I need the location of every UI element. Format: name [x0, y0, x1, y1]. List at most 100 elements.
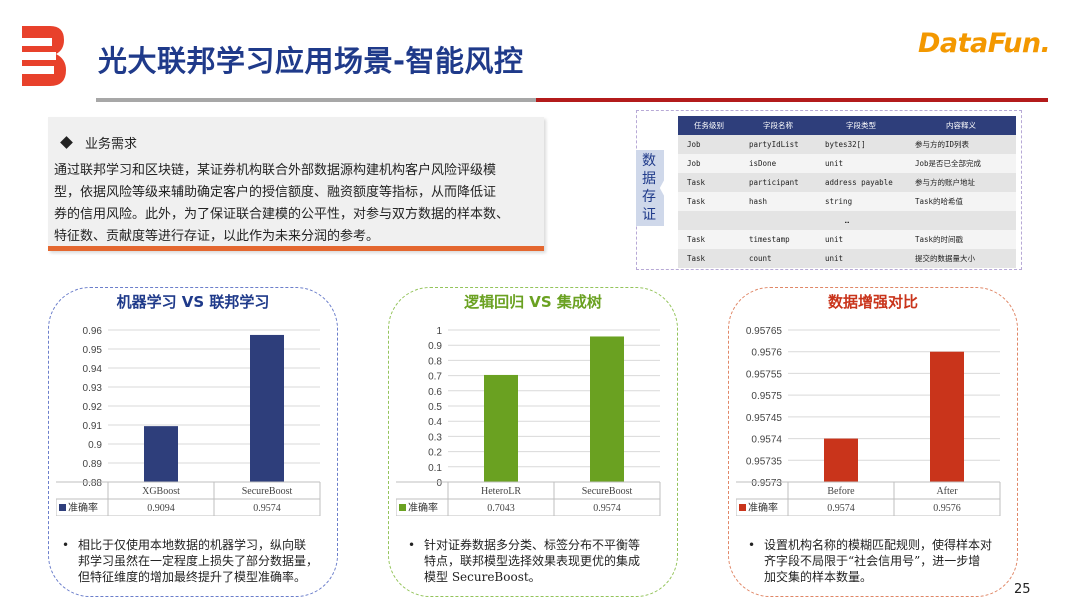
table-row: … [678, 211, 1016, 230]
requirements-line: 特征数、贡献度等进行存证，以此作为未来分润的参考。 [54, 229, 380, 244]
table-row: Task hash string Task的哈希值 [678, 192, 1016, 211]
bullet-dot-icon: • [408, 538, 416, 552]
data-table-value: 0.9094 [147, 503, 175, 514]
x-category-label: XGBoost [142, 486, 180, 497]
requirements-accent-bar [48, 246, 544, 251]
table-cell: unit [816, 249, 906, 268]
chart-panel-ml-vs-fl [48, 287, 338, 597]
table-cell: participant [740, 173, 816, 192]
y-tick-label: 0.94 [83, 364, 103, 375]
legend-label: 准确率 [408, 501, 438, 514]
bullet-dot-icon: • [62, 538, 70, 552]
y-tick-label: 0.9576 [751, 348, 782, 359]
page-title: 光大联邦学习应用场景-智能风控 [98, 44, 524, 78]
bullet-dot-icon: • [748, 538, 756, 552]
table-header-row: 任务级别 字段名称 字段类型 内容释义 [678, 116, 1016, 135]
y-tick-label: 0.5 [428, 402, 442, 413]
table-cell: partyIdList [740, 135, 816, 154]
data-table-value: 0.9576 [933, 503, 961, 514]
note-line: 模型 SecureBoost。 [424, 570, 541, 584]
table-cell: 提交的数据量大小 [906, 249, 1016, 268]
bar [930, 351, 964, 482]
datafun-logo: DataFun. [918, 28, 1051, 59]
x-category-label: After [936, 486, 958, 497]
chart-title: 逻辑回归 VS 集成树 [464, 293, 602, 311]
bar [250, 334, 284, 482]
table-cell: isDone [740, 154, 816, 173]
table-cell: Task的时间戳 [906, 230, 1016, 249]
y-tick-label: 0.95745 [746, 413, 783, 424]
storage-label-char: 数 [642, 153, 656, 169]
requirements-line: 通过联邦学习和区块链，某证券机构联合外部数据源构建机构客户风险评级模 [54, 163, 497, 178]
note-line: 针对证券数据多分类、标签分布不平衡等 [424, 538, 641, 552]
storage-label-char: 证 [642, 207, 656, 223]
x-category-label: SecureBoost [582, 486, 633, 497]
note-line: 齐字段不局限于“社会信用号”，进一步增 [764, 554, 981, 568]
y-tick-label: 0.1 [428, 463, 442, 474]
bar [484, 374, 518, 482]
y-tick-label: 0 [436, 478, 442, 489]
y-tick-label: 0.89 [83, 459, 103, 470]
table-cell: string [816, 192, 906, 211]
chart-title: 数据增强对比 [827, 293, 918, 311]
table-cell: 参与方的账户地址 [906, 173, 1016, 192]
table-cell: Job [678, 135, 740, 154]
x-category-label: HeteroLR [481, 486, 521, 497]
table-ellipsis-cell: … [678, 211, 1016, 230]
legend-swatch [739, 504, 746, 511]
x-category-label: SecureBoost [242, 486, 293, 497]
y-tick-label: 0.9573 [751, 478, 782, 489]
table-cell: timestamp [740, 230, 816, 249]
table-header: 字段名称 [740, 116, 816, 135]
header-divider-red [536, 98, 1048, 102]
chart-panel-data-augmentation [728, 287, 1018, 597]
company-logo-icon [22, 26, 66, 86]
legend-swatch [59, 504, 66, 511]
bar-chart-lr-vs-tree: 1 0.9 0.8 0.7 0.6 0.5 0.4 0.3 0.2 0.1 0 HeteroLR 0.7… [396, 326, 661, 516]
y-tick-label: 0.2 [428, 448, 442, 459]
table-cell: unit [816, 154, 906, 173]
table-cell: Job [678, 154, 740, 173]
table-cell: Task [678, 173, 740, 192]
y-tick-label: 1 [436, 326, 442, 337]
table-cell: Task的哈希值 [906, 192, 1016, 211]
y-tick-label: 0.95 [83, 345, 103, 356]
note-line: 相比于仅使用本地数据的机器学习，纵向联 [78, 538, 307, 552]
table-row: Task count unit 提交的数据量大小 [678, 249, 1016, 268]
note-line: 设置机构名称的模糊匹配规则，使得样本对 [764, 538, 993, 552]
requirements-line: 型，依据风险等级来辅助确定客户的授信额度、融资额度等指标，从而降低证 [54, 185, 497, 200]
note-line: 加交集的样本数量。 [764, 570, 873, 584]
requirements-heading: 业务需求 [60, 133, 138, 152]
business-requirements-box: 业务需求 通过联邦学习和区块链，某证券机构联合外部数据源构建机构客户风险评级模 … [48, 117, 544, 251]
legend-label: 准确率 [68, 501, 98, 514]
table-cell: count [740, 249, 816, 268]
requirements-heading-text: 业务需求 [85, 137, 138, 152]
y-tick-label: 0.96 [83, 326, 103, 337]
y-tick-label: 0.95765 [746, 326, 783, 337]
table-cell: bytes32[] [816, 135, 906, 154]
storage-label-char: 据 [642, 171, 656, 187]
chart-panel-lr-vs-tree [388, 287, 678, 597]
y-tick-label: 0.95755 [746, 369, 783, 380]
page-number: 25 [1014, 582, 1031, 597]
y-tick-label: 0.9 [428, 341, 442, 352]
brand-text: DataFun. [918, 28, 1051, 59]
table-cell: Task [678, 249, 740, 268]
table-cell: unit [816, 230, 906, 249]
data-table-value: 0.9574 [593, 503, 621, 514]
chart-title: 机器学习 VS 联邦学习 [116, 293, 270, 311]
bar [144, 426, 178, 482]
storage-fields-table: 任务级别 字段名称 字段类型 内容释义 Job partyIdList byte… [678, 116, 1016, 268]
note-line: 邦学习虽然在一定程度上损失了部分数据量， [78, 554, 319, 568]
table-cell: Task [678, 230, 740, 249]
legend-label: 准确率 [748, 501, 778, 514]
table-cell: Task [678, 192, 740, 211]
table-row: Job partyIdList bytes32[] 参与方的ID列表 [678, 135, 1016, 154]
table-row: Task timestamp unit Task的时间戳 [678, 230, 1016, 249]
note-line: 但特征维度的增加最终提升了模型准确率。 [78, 570, 307, 584]
y-tick-label: 0.8 [428, 356, 442, 367]
note-line: 特点，联邦模型选择效果表现更优的集成 [424, 554, 641, 568]
y-tick-label: 0.9575 [751, 391, 782, 402]
y-tick-label: 0.7 [428, 372, 442, 383]
table-row: Job isDone unit Job是否已全部完成 [678, 154, 1016, 173]
